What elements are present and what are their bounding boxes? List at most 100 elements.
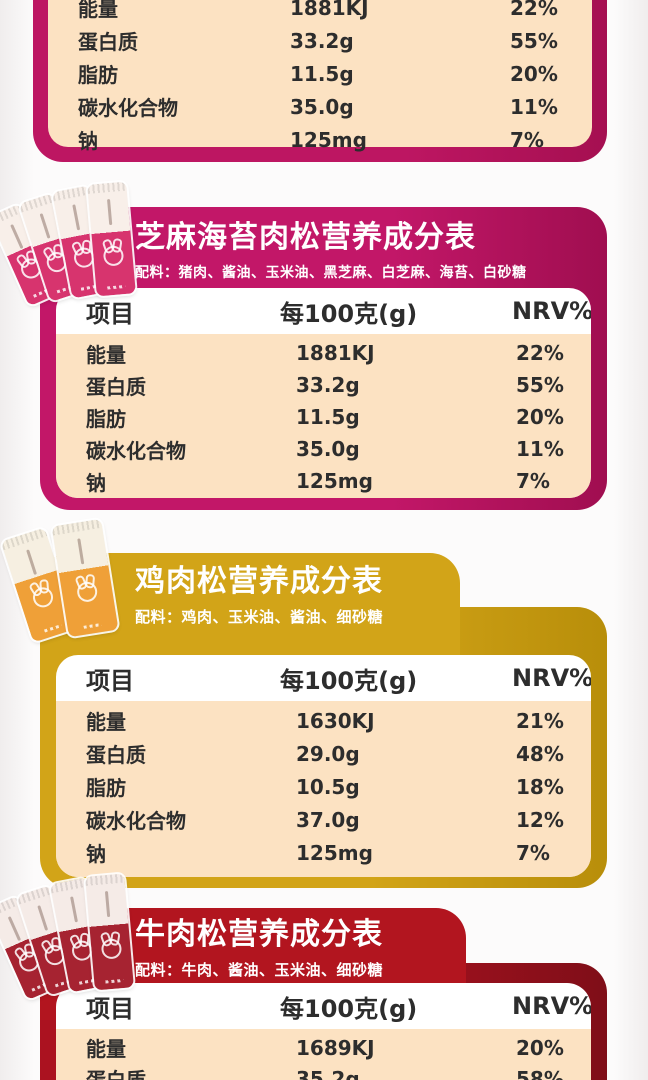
table-row: 蛋白质 29.0g 48% — [56, 737, 591, 770]
bunny-logo-icon — [71, 245, 96, 270]
bunny-logo-icon — [30, 584, 56, 610]
nrv-value: 21% — [516, 708, 564, 733]
nrv-value: 11% — [516, 437, 564, 461]
nutrient-value: 33.2g — [296, 373, 360, 397]
packet-crimp — [16, 885, 53, 905]
table-header-row: 项目 每100克(g) NRV% — [56, 288, 591, 334]
nutrient-name: 蛋白质 — [78, 30, 138, 54]
nrv-value: 12% — [516, 807, 564, 832]
nutrient-name: 碳水化合物 — [78, 96, 178, 120]
nutrient-name: 脂肪 — [78, 63, 118, 87]
nutrient-value: 29.0g — [296, 741, 360, 766]
table-row: 能量 1881KJ 22% — [56, 337, 591, 369]
nutrient-value: 125mg — [290, 127, 367, 152]
nrv-value: 20% — [516, 1035, 564, 1060]
nutrient-name: 钠 — [86, 842, 106, 866]
table-body: 能量 1630KJ 21% 蛋白质 29.0g 48% 脂肪 10.5g 18%… — [56, 701, 591, 877]
nutrient-value: 1881KJ — [296, 341, 375, 365]
nutrient-value: 37.0g — [296, 807, 360, 832]
product-packet — [84, 179, 139, 299]
packet-dots — [106, 285, 125, 290]
nutrient-name: 脂肪 — [86, 776, 126, 800]
packet-crimp — [52, 185, 91, 202]
column-header-nrv: NRV% — [512, 664, 591, 692]
column-header-per100g: 每100克(g) — [280, 299, 418, 328]
nutrient-value: 35.2g — [296, 1066, 360, 1080]
packet-dots — [104, 979, 123, 984]
nrv-value: 7% — [516, 469, 550, 493]
nutrient-value: 11.5g — [296, 405, 360, 429]
packet-dots — [44, 624, 63, 633]
packet-label-text — [39, 213, 50, 239]
table-row: 能量 1689KJ 20% — [56, 1032, 591, 1063]
bunny-logo-icon — [100, 938, 122, 960]
nrv-value: 7% — [510, 127, 544, 152]
nutrient-name: 碳水化合物 — [86, 809, 186, 833]
nrv-value: 20% — [510, 61, 558, 86]
nrv-value: 48% — [516, 741, 564, 766]
nutrition-card-sesame-seaweed-pork: 芝麻海苔肉松营养成分表 配料：猪肉、酱油、玉米油、黑芝麻、白芝麻、海苔、白砂糖 … — [40, 207, 607, 510]
packet-dots — [83, 623, 102, 629]
ingredients-line: 配料：鸡肉、玉米油、酱油、细砂糖 — [135, 608, 384, 626]
nrv-value: 7% — [516, 840, 550, 865]
column-header-per100g: 每100克(g) — [280, 994, 418, 1023]
column-header-item: 项目 — [86, 299, 134, 328]
nutrient-value: 1881KJ — [290, 0, 369, 20]
table-row: 蛋白质 35.2g 58% — [56, 1063, 591, 1080]
table-row: 能量 1881KJ 22% — [48, 0, 592, 24]
packet-crimp — [51, 518, 103, 536]
packet-label-text — [7, 916, 21, 942]
table-row: 脂肪 11.5g 20% — [56, 401, 591, 433]
nrv-value: 55% — [510, 28, 558, 53]
packet-label-text — [69, 896, 78, 923]
table-header-row: 项目 每100克(g) NRV% — [56, 983, 591, 1029]
nutrition-table: 项目 每100克(g) NRV% 能量 1881KJ 22% 蛋白质 33.2g… — [56, 288, 591, 498]
nutrient-name: 能量 — [86, 710, 126, 734]
packet-label-text — [77, 538, 85, 565]
nutrition-card-pork-cropped: 能量 1881KJ 22% 蛋白质 33.2g 55% 脂肪 11.5g 20%… — [33, 0, 607, 162]
table-body: 能量 1881KJ 22% 蛋白质 33.2g 55% 脂肪 11.5g 20%… — [56, 334, 591, 498]
nutrient-value: 10.5g — [296, 774, 360, 799]
column-header-item: 项目 — [86, 666, 134, 695]
card-header: 鸡肉松营养成分表 配料：鸡肉、玉米油、酱油、细砂糖 — [135, 565, 455, 627]
packet-label-text — [71, 204, 80, 231]
table-header-row: 项目 每100克(g) NRV% — [56, 655, 591, 701]
ingredients-line: 配料：猪肉、酱油、玉米油、黑芝麻、白芝麻、海苔、白砂糖 — [135, 265, 527, 281]
nrv-value: 20% — [516, 405, 564, 429]
nutrient-value: 1630KJ — [296, 708, 375, 733]
nutrient-value: 11.5g — [290, 61, 354, 86]
table-row: 蛋白质 33.2g 55% — [48, 24, 592, 57]
nutrient-value: 33.2g — [290, 28, 354, 53]
column-header-per100g: 每100克(g) — [280, 666, 418, 695]
packet-label-text — [106, 199, 112, 226]
nrv-value: 58% — [516, 1066, 564, 1080]
nutrition-table: 能量 1881KJ 22% 蛋白质 33.2g 55% 脂肪 11.5g 20%… — [48, 0, 592, 153]
table-body: 能量 1689KJ 20% 蛋白质 35.2g 58% — [56, 1029, 591, 1080]
nutrition-table: 项目 每100克(g) NRV% 能量 1689KJ 20% 蛋白质 35.2g… — [56, 983, 591, 1080]
packet-label-text — [104, 891, 110, 918]
nrv-value: 11% — [510, 94, 558, 119]
bunny-logo-icon — [69, 938, 94, 963]
packet-crimp — [18, 193, 56, 213]
nrv-value: 55% — [516, 373, 564, 397]
card-header: 牛肉松营养成分表 配料：牛肉、酱油、玉米油、细砂糖 — [135, 918, 465, 980]
nutrient-value: 1689KJ — [296, 1035, 375, 1060]
column-header-nrv: NRV% — [512, 297, 591, 325]
table-row: 钠 125mg 7% — [48, 123, 592, 156]
nutrient-name: 碳水化合物 — [86, 438, 186, 463]
packet-crimp — [0, 527, 48, 551]
column-header-nrv: NRV% — [512, 992, 591, 1020]
packet-label-text — [36, 905, 48, 931]
bunny-logo-icon — [75, 580, 99, 604]
nutrient-name: 钠 — [86, 470, 106, 495]
packet-crimp — [85, 873, 125, 886]
table-row: 碳水化合物 35.0g 11% — [48, 90, 592, 123]
table-row: 脂肪 10.5g 18% — [56, 770, 591, 803]
table-row: 碳水化合物 37.0g 12% — [56, 803, 591, 836]
nrv-value: 18% — [516, 774, 564, 799]
nutrient-name: 能量 — [78, 0, 118, 21]
nutrient-name: 蛋白质 — [86, 374, 146, 399]
card-title: 芝麻海苔肉松营养成分表 — [135, 220, 476, 255]
nutrient-name: 能量 — [86, 342, 126, 367]
